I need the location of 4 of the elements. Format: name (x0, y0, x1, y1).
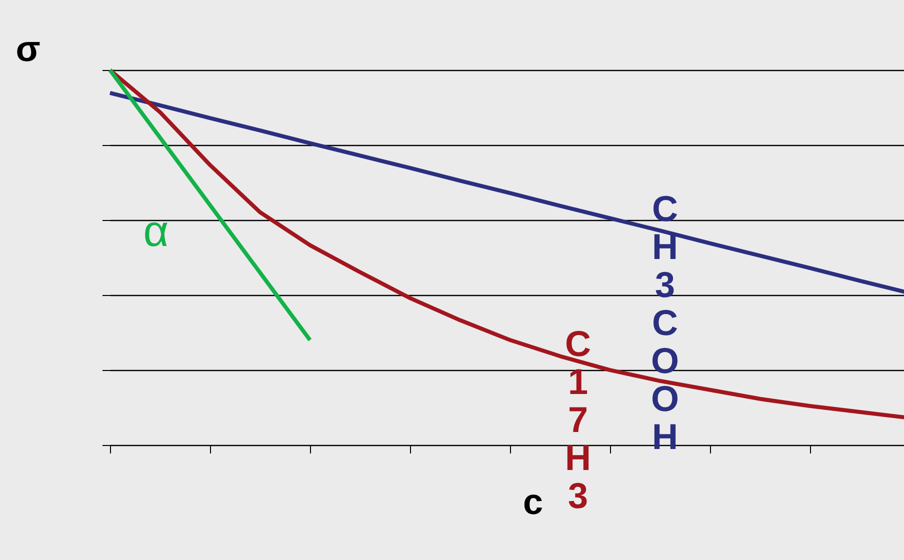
series-label: C17H3 (565, 323, 591, 516)
y-axis-title: σ (16, 28, 40, 69)
x-axis-title: c (522, 481, 544, 522)
annotation: α (143, 207, 169, 256)
